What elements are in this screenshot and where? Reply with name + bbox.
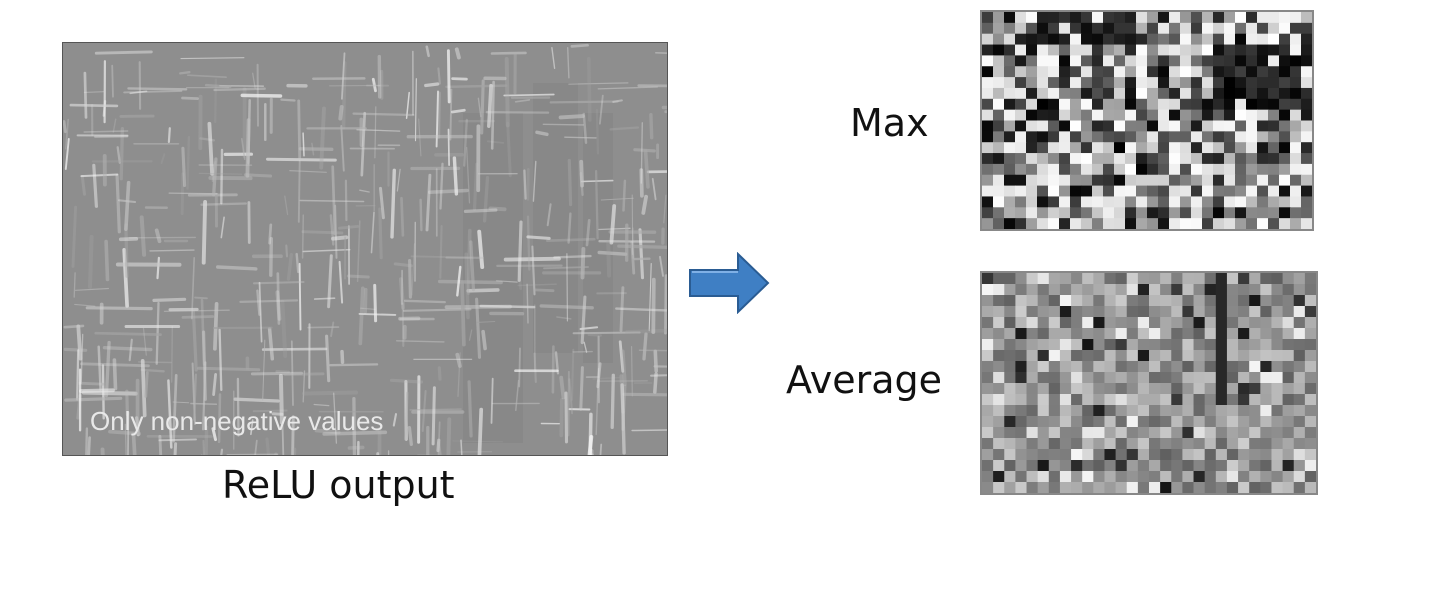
average-pool-image xyxy=(980,271,1318,495)
relu-note: Only non-negative values xyxy=(90,406,384,436)
relu-output-image xyxy=(62,42,668,456)
right-arrow-icon xyxy=(688,251,772,318)
average-pool-label: Average xyxy=(786,358,943,402)
relu-texture xyxy=(63,43,667,455)
max-pool-label: Max xyxy=(850,101,929,145)
max-pool-image xyxy=(980,10,1314,231)
relu-caption: ReLU output xyxy=(222,463,455,507)
